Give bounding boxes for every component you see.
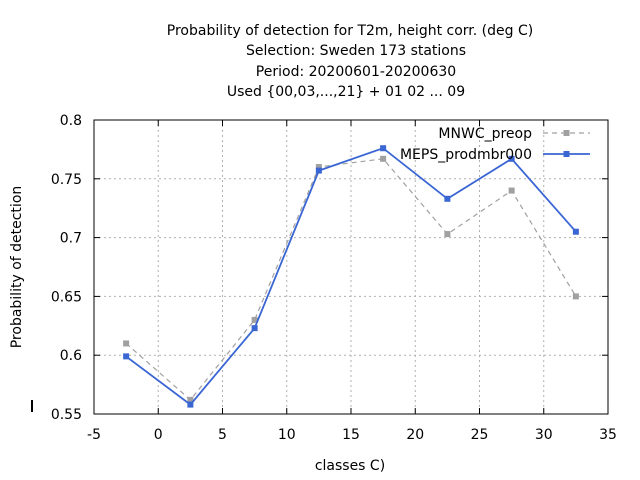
grid — [94, 120, 608, 414]
y-tick-label: 0.55 — [51, 407, 82, 423]
data-point — [251, 325, 258, 332]
y-axis-label: Probability of detection — [9, 186, 25, 349]
x-tick-label: 15 — [342, 427, 360, 443]
y-tick-label: 0.6 — [60, 348, 82, 364]
x-axis-label: classes C) — [315, 458, 385, 474]
legend-label: MNWC_preop — [438, 126, 532, 142]
data-point — [315, 164, 322, 171]
y-tick-label: 0.75 — [51, 172, 82, 188]
data-point — [572, 293, 579, 300]
x-tick-label: 5 — [218, 427, 227, 443]
legend-swatch-marker — [563, 130, 570, 136]
series-layer — [123, 145, 579, 408]
y-tick-label: 0.65 — [51, 289, 82, 305]
series-line — [125, 147, 577, 406]
x-tick-label: -5 — [87, 427, 101, 443]
data-point — [572, 228, 579, 235]
x-tick-label: 10 — [278, 427, 296, 443]
data-point — [187, 396, 194, 403]
data-point — [508, 187, 515, 194]
y-tick-label: 0.7 — [60, 231, 82, 247]
series-mnwc-preop — [123, 155, 579, 403]
chart-title: Probability of detection for T2m, height… — [167, 23, 533, 100]
data-point — [444, 231, 451, 238]
data-point — [315, 167, 322, 174]
x-tick-label: 25 — [471, 427, 489, 443]
data-point — [123, 340, 130, 347]
series-line — [125, 158, 577, 401]
x-tick-label: 30 — [535, 427, 553, 443]
data-point — [123, 353, 130, 360]
title-line-4: Used {00,03,...,21} + 01 02 ... 09 — [227, 84, 465, 100]
title-line-3: Period: 20200601-20200630 — [256, 64, 456, 80]
series-meps-prodmbr000 — [123, 145, 579, 408]
legend-label: MEPS_prodmbr000 — [400, 147, 532, 163]
legend-swatch-marker — [563, 151, 570, 157]
plot-area-frame — [93, 119, 609, 415]
data-point — [380, 155, 387, 162]
y-tick-label: 0.8 — [60, 113, 82, 129]
data-point — [380, 145, 387, 152]
data-point — [187, 401, 194, 408]
data-point — [444, 195, 451, 202]
x-tick-label: 35 — [599, 427, 617, 443]
x-tick-label: 0 — [154, 427, 163, 443]
legend: MNWC_preop MEPS_prodmbr000 — [400, 126, 590, 163]
axis-ticks: -5 0 5 10 15 20 25 30 35 0.55 0.6 0.65 0.7 0.75 0.8 — [51, 113, 617, 443]
title-line-2: Selection: Sweden 173 stations — [246, 43, 466, 59]
title-line-1: Probability of detection for T2m, height… — [167, 23, 533, 39]
data-point — [508, 155, 515, 162]
x-tick-label: 20 — [406, 427, 424, 443]
data-point — [251, 316, 258, 323]
